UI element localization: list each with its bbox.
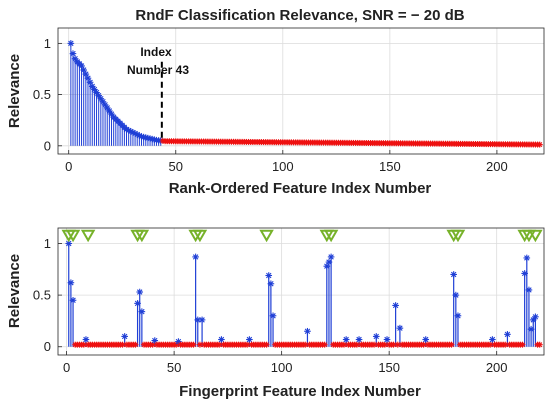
bottom-axes-frame bbox=[57, 227, 545, 356]
top-axes-frame bbox=[57, 27, 545, 155]
triangle-marker bbox=[65, 229, 81, 243]
top-y-tick-labels: 00.51 bbox=[33, 36, 51, 153]
stem-marker bbox=[521, 270, 528, 277]
stem-marker bbox=[323, 262, 331, 270]
stem-marker bbox=[246, 336, 253, 343]
bottom-y-tick-labels: 00.51 bbox=[33, 236, 51, 354]
bottom-stems bbox=[68, 243, 537, 347]
stem-marker bbox=[454, 312, 462, 320]
stem-marker bbox=[355, 336, 363, 343]
stem-marker bbox=[218, 336, 225, 343]
stem-marker bbox=[99, 98, 107, 106]
stem-marker bbox=[265, 272, 273, 279]
tail-marker bbox=[536, 141, 543, 148]
stem-marker bbox=[489, 336, 496, 343]
stem-marker bbox=[194, 316, 202, 324]
cutoff-annotation-line2: Number 43 bbox=[127, 63, 189, 77]
baseline-marker bbox=[190, 341, 197, 348]
top-x-axis-label: Rank-Ordered Feature Index Number bbox=[169, 180, 432, 197]
stem-marker bbox=[452, 291, 460, 299]
baseline-marker bbox=[519, 341, 526, 348]
y-tick-label: 0 bbox=[44, 138, 51, 153]
stem-marker bbox=[71, 55, 79, 63]
triangle-marker bbox=[134, 229, 150, 243]
stem-marker bbox=[523, 254, 531, 262]
top-y-axis-label: Relevance bbox=[6, 54, 23, 128]
stem-marker bbox=[198, 316, 206, 324]
stem-marker bbox=[450, 271, 457, 278]
stem-marker bbox=[527, 325, 535, 333]
top-chart-title: RndF Classification Relevance, SNR = − 2… bbox=[135, 7, 464, 24]
x-tick-label: 200 bbox=[486, 360, 508, 375]
triangle-marker bbox=[528, 229, 543, 243]
triangle-marker bbox=[323, 229, 339, 243]
top-markers bbox=[67, 40, 543, 148]
stem-marker bbox=[134, 300, 141, 307]
stem-marker bbox=[192, 253, 199, 261]
stem-marker bbox=[91, 86, 98, 93]
stem-marker bbox=[69, 296, 77, 304]
cutoff-annotation-line1: Index bbox=[140, 45, 172, 59]
y-tick-label: 0 bbox=[44, 339, 51, 354]
y-tick-label: 1 bbox=[44, 36, 51, 51]
x-tick-label: 50 bbox=[167, 360, 181, 375]
bottom-plot-area bbox=[58, 228, 544, 355]
x-tick-label: 100 bbox=[271, 360, 293, 375]
y-tick-label: 1 bbox=[44, 236, 51, 251]
triangle-marker bbox=[450, 229, 466, 243]
stem-marker bbox=[86, 78, 94, 86]
stem-marker bbox=[136, 288, 144, 296]
x-tick-label: 150 bbox=[379, 159, 401, 174]
stem-marker bbox=[422, 336, 430, 343]
stem-marker bbox=[304, 327, 311, 335]
stem-marker bbox=[267, 280, 275, 288]
baseline-marker bbox=[448, 341, 455, 348]
bottom-x-tick-labels: 0 50 100 150 200 bbox=[63, 360, 508, 375]
stem-marker bbox=[504, 331, 511, 338]
stem-marker bbox=[67, 279, 75, 287]
baseline-marker bbox=[321, 341, 328, 348]
stem-marker bbox=[108, 110, 115, 118]
bottom-x-axis-label: Fingerprint Feature Index Number bbox=[179, 383, 421, 400]
stem-marker bbox=[121, 333, 128, 340]
triangle-marker bbox=[80, 229, 96, 243]
stem-marker bbox=[532, 313, 539, 321]
triangle-marker bbox=[192, 229, 208, 243]
x-tick-label: 150 bbox=[378, 360, 400, 375]
x-tick-label: 100 bbox=[272, 159, 294, 174]
chart-top: Index Number 43 0 50 100 150 200 00.51 RndF … bbox=[6, 7, 545, 197]
x-tick-label: 0 bbox=[65, 159, 72, 174]
stem-marker bbox=[138, 308, 146, 315]
baseline-marker bbox=[536, 341, 543, 348]
bottom-markers bbox=[65, 240, 543, 348]
chart-bottom: 0 50 100 150 200 00.51 Fingerprint Feature I… bbox=[6, 227, 545, 400]
stem-marker bbox=[327, 253, 335, 261]
x-tick-label: 50 bbox=[169, 159, 183, 174]
stem-marker bbox=[82, 336, 90, 343]
bottom-triangle-markers bbox=[61, 229, 543, 243]
stem-marker bbox=[392, 302, 399, 309]
triangle-marker bbox=[259, 229, 274, 243]
baseline-marker bbox=[341, 341, 348, 348]
stem-marker bbox=[175, 338, 182, 345]
y-tick-label: 0.5 bbox=[33, 288, 51, 303]
stem-marker bbox=[372, 333, 380, 340]
baseline-marker bbox=[263, 341, 270, 348]
stem-marker bbox=[325, 258, 333, 266]
x-tick-label: 200 bbox=[486, 159, 508, 174]
y-tick-label: 0.5 bbox=[33, 87, 51, 102]
stem-marker bbox=[396, 324, 404, 332]
stem-marker bbox=[69, 50, 77, 57]
stem-marker bbox=[525, 286, 533, 294]
x-tick-label: 0 bbox=[63, 360, 70, 375]
stem-marker bbox=[383, 336, 391, 343]
bottom-y-axis-label: Relevance bbox=[6, 254, 23, 328]
baseline-marker bbox=[132, 341, 139, 348]
stem-marker bbox=[269, 312, 277, 320]
stem-marker bbox=[67, 40, 75, 47]
stem-marker bbox=[342, 336, 350, 343]
top-x-tick-labels: 0 50 100 150 200 bbox=[65, 159, 508, 174]
stem-marker bbox=[127, 128, 135, 135]
